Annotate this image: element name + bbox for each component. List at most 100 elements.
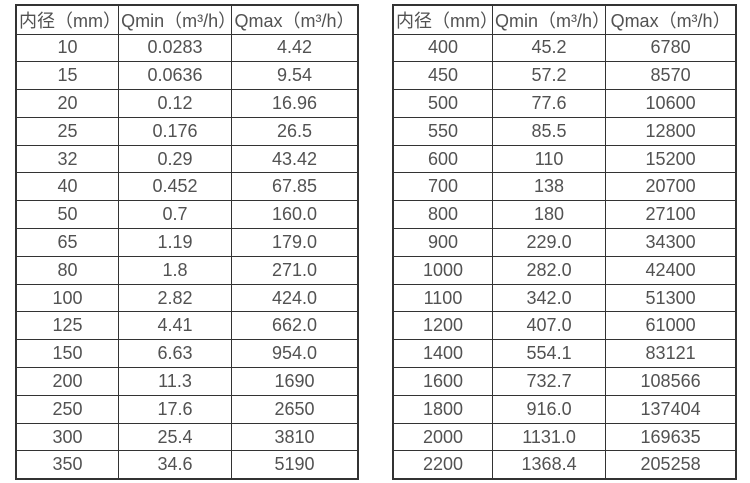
- table-row: 10 0.0283 4.42: [15, 33, 359, 63]
- table-cell: 400: [392, 33, 493, 63]
- table-body: 400 45.2 6780 450 57.2 8570 500 77.6 10600 550 85.…: [392, 33, 737, 480]
- table-cell: 0.452: [118, 172, 232, 202]
- table-row: 700 138 20700: [392, 172, 737, 202]
- table-cell: 57.2: [491, 61, 607, 91]
- table-cell: 1131.0: [491, 422, 607, 452]
- table-cell: 4.41: [118, 311, 232, 341]
- table-cell: 2200: [392, 450, 493, 480]
- table-cell: 0.29: [118, 144, 232, 174]
- table-cell: 20700: [605, 172, 737, 202]
- table-cell: 2.82: [118, 283, 232, 313]
- table-row: 200 11.3 1690: [15, 367, 359, 396]
- table-cell: 6.63: [118, 339, 232, 369]
- table-cell: 16.96: [230, 89, 359, 118]
- table-cell: 15: [15, 61, 120, 91]
- table-cell: 12800: [605, 116, 737, 146]
- table-cell: 700: [392, 172, 493, 202]
- table-cell: 17.6: [118, 394, 232, 424]
- table-header: 内径（mm） Qmin（m³/h） Qmax（m³/h）: [15, 4, 359, 35]
- table-cell: 2000: [392, 422, 493, 452]
- header-qmax: Qmax（m³/h）: [605, 4, 737, 35]
- table-cell: 169635: [605, 422, 737, 452]
- table-row: 350 34.6 5190: [15, 450, 359, 480]
- table-cell: 205258: [605, 450, 737, 480]
- table-row: 125 4.41 662.0: [15, 311, 359, 341]
- table-cell: 900: [392, 228, 493, 257]
- table-cell: 662.0: [230, 311, 359, 341]
- table-cell: 550: [392, 116, 493, 146]
- header-qmin: Qmin（m³/h）: [118, 4, 232, 35]
- table-cell: 100: [15, 283, 120, 313]
- table-cell: 954.0: [230, 339, 359, 369]
- table-cell: 450: [392, 61, 493, 91]
- table-cell: 5190: [230, 450, 359, 480]
- table-row: 80 1.8 271.0: [15, 255, 359, 285]
- table-cell: 2650: [230, 394, 359, 424]
- table-cell: 732.7: [491, 367, 607, 396]
- table-cell: 137404: [605, 394, 737, 424]
- table-row: 32 0.29 43.42: [15, 144, 359, 174]
- table-cell: 77.6: [491, 89, 607, 118]
- table-cell: 26.5: [230, 116, 359, 146]
- table-cell: 138: [491, 172, 607, 202]
- table-cell: 1690: [230, 367, 359, 396]
- table-row: 65 1.19 179.0: [15, 228, 359, 257]
- table-cell: 9.54: [230, 61, 359, 91]
- table-cell: 32: [15, 144, 120, 174]
- table-row: 800 180 27100: [392, 200, 737, 230]
- table-cell: 916.0: [491, 394, 607, 424]
- table-cell: 6780: [605, 33, 737, 63]
- table-cell: 42400: [605, 255, 737, 285]
- table-row: 400 45.2 6780: [392, 33, 737, 63]
- table-cell: 0.12: [118, 89, 232, 118]
- table-row: 100 2.82 424.0: [15, 283, 359, 313]
- table-cell: 25.4: [118, 422, 232, 452]
- table-cell: 85.5: [491, 116, 607, 146]
- table-row: 500 77.6 10600: [392, 89, 737, 118]
- table-cell: 342.0: [491, 283, 607, 313]
- table-cell: 554.1: [491, 339, 607, 369]
- table-body: 10 0.0283 4.42 15 0.0636 9.54 20 0.12 16.96 25 0.1…: [15, 33, 359, 480]
- table-cell: 0.7: [118, 200, 232, 230]
- table-cell: 67.85: [230, 172, 359, 202]
- table-row: 900 229.0 34300: [392, 228, 737, 257]
- table-cell: 1200: [392, 311, 493, 341]
- table-cell: 271.0: [230, 255, 359, 285]
- table-row: 20 0.12 16.96: [15, 89, 359, 118]
- table-row: 300 25.4 3810: [15, 422, 359, 452]
- table-row: 50 0.7 160.0: [15, 200, 359, 230]
- table-cell: 1600: [392, 367, 493, 396]
- table-cell: 11.3: [118, 367, 232, 396]
- table-row: 2000 1131.0 169635: [392, 422, 737, 452]
- table-cell: 108566: [605, 367, 737, 396]
- table-cell: 83121: [605, 339, 737, 369]
- table-cell: 45.2: [491, 33, 607, 63]
- table-cell: 0.176: [118, 116, 232, 146]
- table-cell: 51300: [605, 283, 737, 313]
- table-row: 550 85.5 12800: [392, 116, 737, 146]
- header-row: 内径（mm） Qmin（m³/h） Qmax（m³/h）: [15, 4, 359, 35]
- table-row: 25 0.176 26.5: [15, 116, 359, 146]
- table-row: 450 57.2 8570: [392, 61, 737, 91]
- table-cell: 40: [15, 172, 120, 202]
- table-cell: 179.0: [230, 228, 359, 257]
- table-cell: 0.0283: [118, 33, 232, 63]
- table-cell: 15200: [605, 144, 737, 174]
- table-cell: 350: [15, 450, 120, 480]
- table-cell: 800: [392, 200, 493, 230]
- table-cell: 1400: [392, 339, 493, 369]
- table-cell: 50: [15, 200, 120, 230]
- table-cell: 1368.4: [491, 450, 607, 480]
- table-cell: 250: [15, 394, 120, 424]
- table-cell: 600: [392, 144, 493, 174]
- table-cell: 61000: [605, 311, 737, 341]
- table-row: 1200 407.0 61000: [392, 311, 737, 341]
- table-row: 2200 1368.4 205258: [392, 450, 737, 480]
- flow-spec-table-small-diameters: 内径（mm） Qmin（m³/h） Qmax（m³/h） 10 0.0283 4.4…: [15, 4, 359, 480]
- table-cell: 180: [491, 200, 607, 230]
- table-row: 150 6.63 954.0: [15, 339, 359, 369]
- table-cell: 0.0636: [118, 61, 232, 91]
- table-cell: 3810: [230, 422, 359, 452]
- table-row: 1600 732.7 108566: [392, 367, 737, 396]
